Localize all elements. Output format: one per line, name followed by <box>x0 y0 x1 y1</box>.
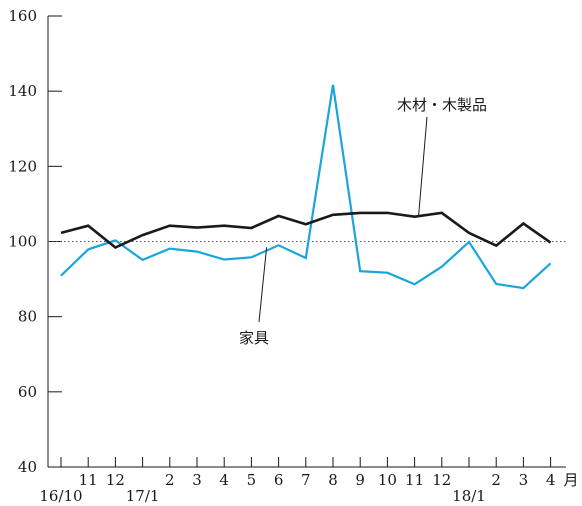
x-year-label: 17/1 <box>126 487 160 505</box>
x-tick-label: 10 <box>378 471 397 489</box>
x-tick-label: 5 <box>247 471 257 489</box>
annotation-label-mokuzai: 木材・木製品 <box>397 96 487 114</box>
x-tick-label: 3 <box>519 471 529 489</box>
x-tick-label: 12 <box>106 471 125 489</box>
annotation-leader-mokuzai <box>418 116 428 216</box>
series-line-kagu <box>60 84 552 290</box>
x-tick-label: 2 <box>165 471 175 489</box>
series-layer <box>60 84 552 290</box>
x-tick-label: 11 <box>79 471 98 489</box>
x-tick-label: 7 <box>301 471 311 489</box>
x-tick-label: 9 <box>355 471 365 489</box>
x-tick-label: 4 <box>546 471 556 489</box>
x-year-label: 16/10 <box>39 487 82 505</box>
annotation-label-kagu: 家具 <box>239 329 269 347</box>
annotation-leader-kagu <box>258 247 268 323</box>
series-line-mokuzai <box>60 211 552 250</box>
y-tick-label: 40 <box>18 458 37 476</box>
x-tick-label: 3 <box>192 471 202 489</box>
x-tick-label: 6 <box>274 471 284 489</box>
y-tick-label: 120 <box>8 157 37 175</box>
x-year-label: 18/1 <box>452 487 486 505</box>
y-tick-label: 80 <box>18 308 37 326</box>
y-tick-label: 100 <box>8 233 37 251</box>
x-tick-label: 2 <box>491 471 501 489</box>
y-tick-label: 160 <box>8 7 37 25</box>
x-tick-label: 12 <box>432 471 451 489</box>
y-tick-label: 140 <box>8 82 37 100</box>
x-tick-label: 11 <box>405 471 424 489</box>
y-tick-label: 60 <box>18 383 37 401</box>
x-tick-label: 8 <box>328 471 338 489</box>
x-tick-label: 4 <box>219 471 229 489</box>
x-axis-unit-label: 月 <box>563 471 578 489</box>
